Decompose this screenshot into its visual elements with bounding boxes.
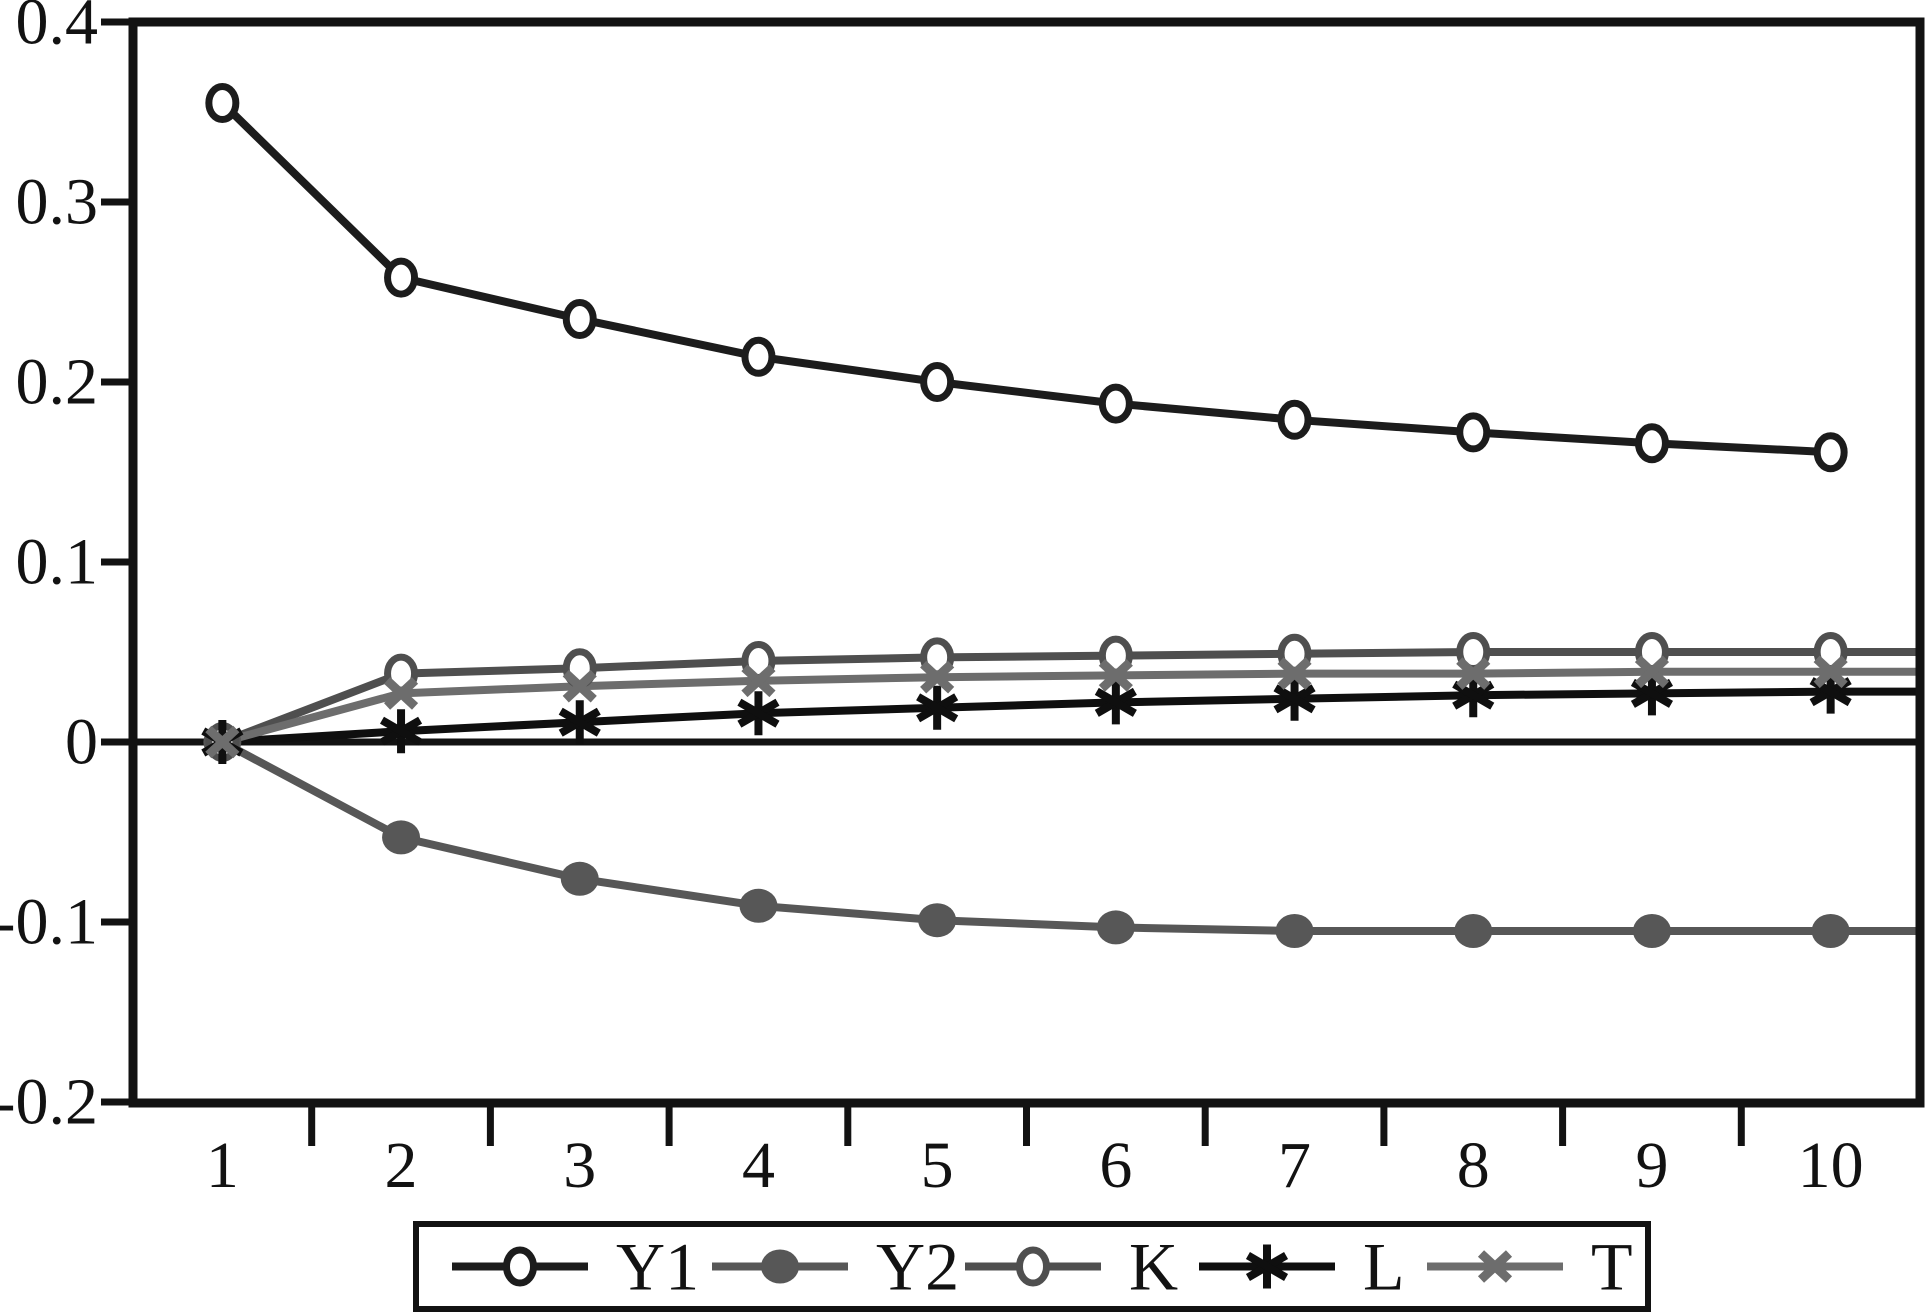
legend-item-Y1: Y1 xyxy=(452,1229,699,1305)
marker-T xyxy=(562,669,597,703)
marker-T xyxy=(1098,659,1133,692)
legend-item-L: L xyxy=(1199,1229,1405,1305)
marker-L xyxy=(737,691,780,736)
x-tick-label: 6 xyxy=(1099,1129,1132,1202)
y-tick-label: 0 xyxy=(65,706,98,779)
marker-T xyxy=(741,664,776,698)
marker-T xyxy=(383,677,419,710)
x-tick-label: 3 xyxy=(563,1129,596,1202)
x-stroke xyxy=(1813,655,1848,689)
asterisk-spoke xyxy=(558,707,601,737)
x-stroke xyxy=(1277,657,1312,690)
x-stroke xyxy=(1456,657,1491,690)
marker-T xyxy=(920,660,955,694)
y-tick-label: -0.2 xyxy=(0,1066,98,1139)
marker-Y2 xyxy=(1454,914,1493,948)
asterisk-spoke xyxy=(379,716,423,746)
marker-Y2 xyxy=(560,861,599,896)
marker-Y1 xyxy=(1098,383,1133,424)
x-stroke xyxy=(1634,655,1670,689)
marker-Y2 xyxy=(1096,910,1135,945)
x-stroke xyxy=(205,725,240,759)
marker-T xyxy=(1634,655,1670,689)
x-stroke xyxy=(920,660,955,694)
marker-Y2 xyxy=(918,903,957,938)
x-stroke xyxy=(383,677,419,710)
marker-Y1 xyxy=(1813,432,1848,473)
marker-L xyxy=(916,685,959,730)
marker-Y1 xyxy=(562,299,597,339)
y-tick-label: 0.4 xyxy=(16,0,99,59)
y-tick-label: 0.1 xyxy=(16,526,99,599)
marker-T xyxy=(1456,657,1491,690)
asterisk-spoke xyxy=(1245,1252,1289,1281)
y-tick-label: 0.2 xyxy=(16,346,99,419)
marker-Y1 xyxy=(920,362,955,402)
marker-L xyxy=(558,700,601,745)
legend-label-K: K xyxy=(1129,1229,1178,1305)
x-tick-label: 1 xyxy=(206,1129,239,1202)
x-stroke xyxy=(1477,1250,1513,1283)
marker-Y2 xyxy=(1275,914,1314,948)
y-tick-label: -0.1 xyxy=(0,886,98,959)
x-stroke xyxy=(741,664,776,698)
legend-marker-L xyxy=(1245,1244,1289,1289)
marker-Y1 xyxy=(1634,423,1669,464)
legend-label-T: T xyxy=(1591,1229,1633,1305)
x-tick-label: 7 xyxy=(1278,1129,1311,1202)
legend-item-T: T xyxy=(1427,1229,1633,1305)
legend-marker-Y2 xyxy=(761,1249,799,1284)
legend-label-L: L xyxy=(1363,1229,1405,1305)
x-tick-label: 9 xyxy=(1635,1129,1668,1202)
marker-Y1 xyxy=(741,336,776,377)
asterisk-spoke xyxy=(916,693,959,723)
legend-item-Y2: Y2 xyxy=(712,1229,959,1305)
legend-marker-K xyxy=(1016,1246,1050,1287)
legend-item-K: K xyxy=(965,1229,1178,1305)
marker-L xyxy=(1273,676,1316,721)
asterisk-spoke xyxy=(737,698,780,728)
x-stroke xyxy=(1098,659,1133,692)
asterisk-spoke xyxy=(1094,687,1137,717)
legend-label-Y1: Y1 xyxy=(616,1229,699,1305)
marker-L xyxy=(1094,680,1137,725)
x-tick-label: 2 xyxy=(385,1129,418,1202)
y-tick-label: 0.3 xyxy=(16,166,99,239)
legend-marker-Y1 xyxy=(503,1246,537,1287)
x-tick-label: 5 xyxy=(921,1129,954,1202)
series-line-Y1 xyxy=(219,100,1831,457)
marker-Y2 xyxy=(1632,914,1671,948)
marker-Y1 xyxy=(205,83,240,123)
marker-Y2 xyxy=(1811,914,1850,948)
marker-Y2 xyxy=(382,820,421,855)
x-tick-label: 4 xyxy=(742,1129,775,1202)
legend-marker-T xyxy=(1477,1250,1513,1283)
marker-Y1 xyxy=(1277,399,1312,440)
marker-T xyxy=(205,725,240,759)
x-tick-label: 10 xyxy=(1798,1129,1864,1202)
marker-Y2 xyxy=(739,888,778,923)
marker-Y1 xyxy=(1456,412,1491,453)
x-stroke xyxy=(562,669,597,703)
legend-label-Y2: Y2 xyxy=(876,1229,959,1305)
plot-frame xyxy=(128,17,1925,1108)
marker-Y1 xyxy=(384,257,419,298)
marker-T xyxy=(1813,655,1848,689)
marker-T xyxy=(1277,657,1312,690)
series-line-Y2 xyxy=(220,738,1920,935)
marker-L xyxy=(379,709,423,754)
asterisk-spoke xyxy=(1273,684,1316,714)
x-tick-label: 8 xyxy=(1457,1129,1490,1202)
